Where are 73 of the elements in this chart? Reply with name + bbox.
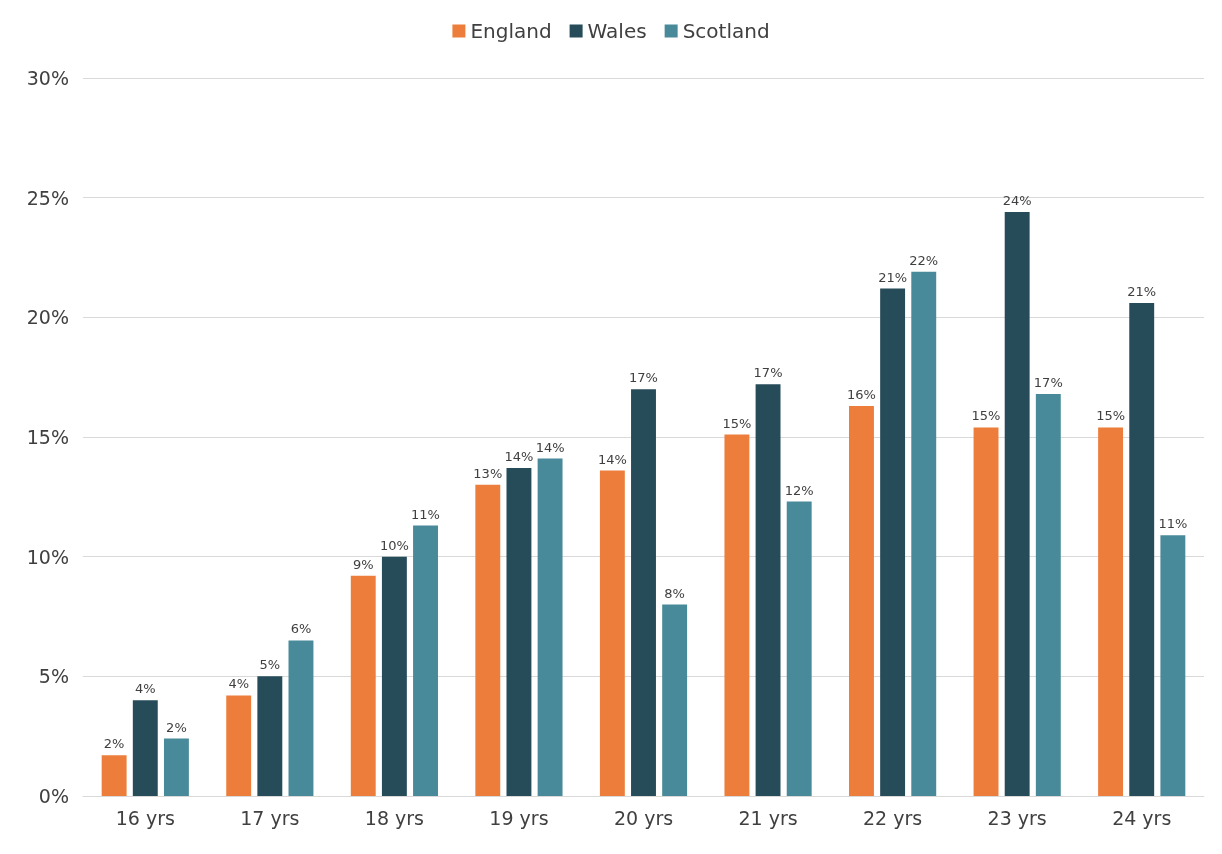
data-label: 22% <box>909 252 939 268</box>
y-tick-label: 25% <box>26 186 69 209</box>
bar <box>381 556 407 796</box>
bar <box>288 640 314 796</box>
data-label: 4% <box>134 681 156 697</box>
data-label: 17% <box>1033 374 1063 390</box>
bar <box>724 434 750 796</box>
data-label: 9% <box>352 556 374 572</box>
bar <box>599 470 625 796</box>
data-label: 11% <box>411 506 440 522</box>
data-label: 6% <box>290 621 312 637</box>
x-tick-label: 19 yrs <box>489 806 549 829</box>
data-label: 16% <box>847 386 876 402</box>
data-label: 10% <box>379 537 409 553</box>
legend-label: Scotland <box>682 19 770 43</box>
data-label: 8% <box>664 585 685 601</box>
data-label: 24% <box>1002 193 1032 209</box>
bar <box>911 271 937 796</box>
bar <box>257 676 283 796</box>
bar <box>506 468 532 796</box>
y-tick-label: 20% <box>26 306 69 329</box>
bar <box>537 458 563 796</box>
x-tick-label: 22 yrs <box>863 806 923 829</box>
data-label: 15% <box>971 408 1001 424</box>
y-tick-label: 15% <box>26 426 69 448</box>
bar <box>849 405 874 796</box>
data-label: 14% <box>597 451 627 467</box>
data-label: 17% <box>753 365 783 381</box>
bar <box>1160 535 1186 796</box>
bar <box>631 389 656 796</box>
data-label: 15% <box>1096 408 1126 424</box>
x-tick-label: 23 yrs <box>987 806 1047 829</box>
bar <box>350 575 376 796</box>
x-tick-label: 20 yrs <box>613 806 674 829</box>
legend-label: England <box>470 19 552 43</box>
bar <box>1004 212 1030 796</box>
data-label: 12% <box>784 482 814 498</box>
y-tick-label: 5% <box>38 665 69 688</box>
bar <box>973 427 999 796</box>
bar <box>226 695 252 796</box>
bar <box>101 755 127 796</box>
bar <box>755 384 781 796</box>
data-label: 2% <box>103 736 125 752</box>
bar <box>786 501 812 796</box>
y-tick-label: 10% <box>26 545 69 568</box>
data-label: 4% <box>228 676 250 692</box>
x-tick-label: 21 yrs <box>738 806 798 829</box>
data-label: 5% <box>259 657 281 673</box>
bar <box>475 484 501 796</box>
bar <box>1129 302 1155 796</box>
x-tick-label: 17 yrs <box>240 806 300 829</box>
bar <box>163 738 189 796</box>
x-tick-label: 16 yrs <box>115 806 175 829</box>
x-tick-label: 24 yrs <box>1112 806 1172 829</box>
data-label: 17% <box>629 370 658 386</box>
data-label: 13% <box>473 465 503 481</box>
x-tick-label: 18 yrs <box>364 806 424 829</box>
bar <box>662 604 688 796</box>
bar <box>132 700 158 796</box>
bar <box>1098 427 1124 796</box>
data-label: 15% <box>722 415 752 431</box>
bar <box>880 288 906 796</box>
data-label: 14% <box>504 449 534 465</box>
y-tick-label: 0% <box>38 785 69 807</box>
data-label: 21% <box>1127 283 1157 299</box>
bar <box>1035 393 1061 796</box>
y-tick-label: 30% <box>26 67 69 89</box>
data-label: 21% <box>878 269 908 285</box>
bar <box>413 525 438 796</box>
legend-label: Wales <box>587 19 647 43</box>
data-label: 14% <box>535 439 565 455</box>
data-label: 2% <box>166 719 187 735</box>
data-label: 11% <box>1158 516 1188 532</box>
